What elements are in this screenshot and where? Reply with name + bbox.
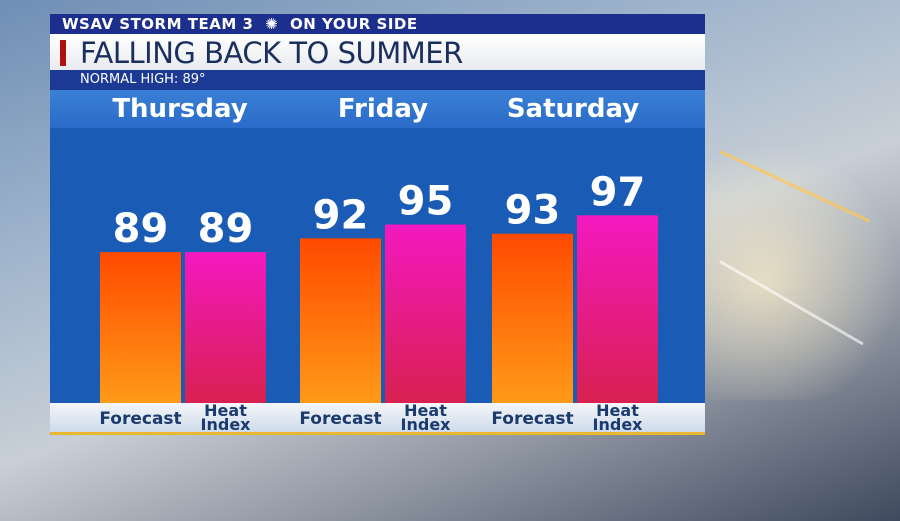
bar-chart: 89 89 92 95 93 97: [100, 169, 658, 403]
series-label: Forecast: [491, 409, 574, 429]
data-label: 97: [590, 169, 646, 215]
bar-heat-index: [577, 215, 658, 403]
day-label: Saturday: [506, 94, 640, 124]
data-label: 93: [505, 188, 561, 234]
bar-forecast: [492, 233, 573, 403]
tagline-text: ON YOUR SIDE: [289, 15, 418, 33]
page-title: FALLING BACK TO SUMMER: [80, 36, 463, 70]
data-label: 89: [113, 206, 169, 252]
brand-text: WSAV STORM TEAM 3: [62, 15, 254, 33]
series-label: Heat Index: [200, 401, 251, 434]
bar-forecast: [300, 238, 381, 403]
series-label-strip: Forecast Heat Index Forecast Heat Index Foreca…: [50, 401, 705, 434]
normal-high: NORMAL HIGH: 89°: [50, 70, 705, 90]
day-label: Thursday: [112, 94, 248, 124]
data-label: 95: [398, 179, 454, 225]
weather-graphic: WSAV STORM TEAM 3 ✺ ON YOUR SIDE FALLING…: [50, 14, 705, 435]
day-label: Friday: [337, 94, 429, 124]
series-label: Heat Index: [592, 401, 643, 434]
series-label: Forecast: [99, 409, 182, 429]
series-label: Forecast: [299, 409, 382, 429]
station-header: WSAV STORM TEAM 3 ✺ ON YOUR SIDE: [50, 14, 705, 34]
gold-rule: [50, 432, 705, 435]
peacock-icon: ✺: [265, 15, 279, 33]
title-bar: FALLING BACK TO SUMMER: [50, 34, 705, 70]
accent-bar: [60, 40, 66, 66]
data-label: 92: [313, 192, 369, 238]
data-label: 89: [198, 206, 254, 252]
bar-heat-index: [385, 224, 466, 403]
bar-heat-index: [185, 252, 266, 403]
bar-forecast: [100, 252, 181, 403]
background-glow: [705, 100, 900, 400]
series-label: Heat Index: [400, 401, 451, 434]
day-header-row: Thursday Friday Saturday: [50, 90, 705, 128]
